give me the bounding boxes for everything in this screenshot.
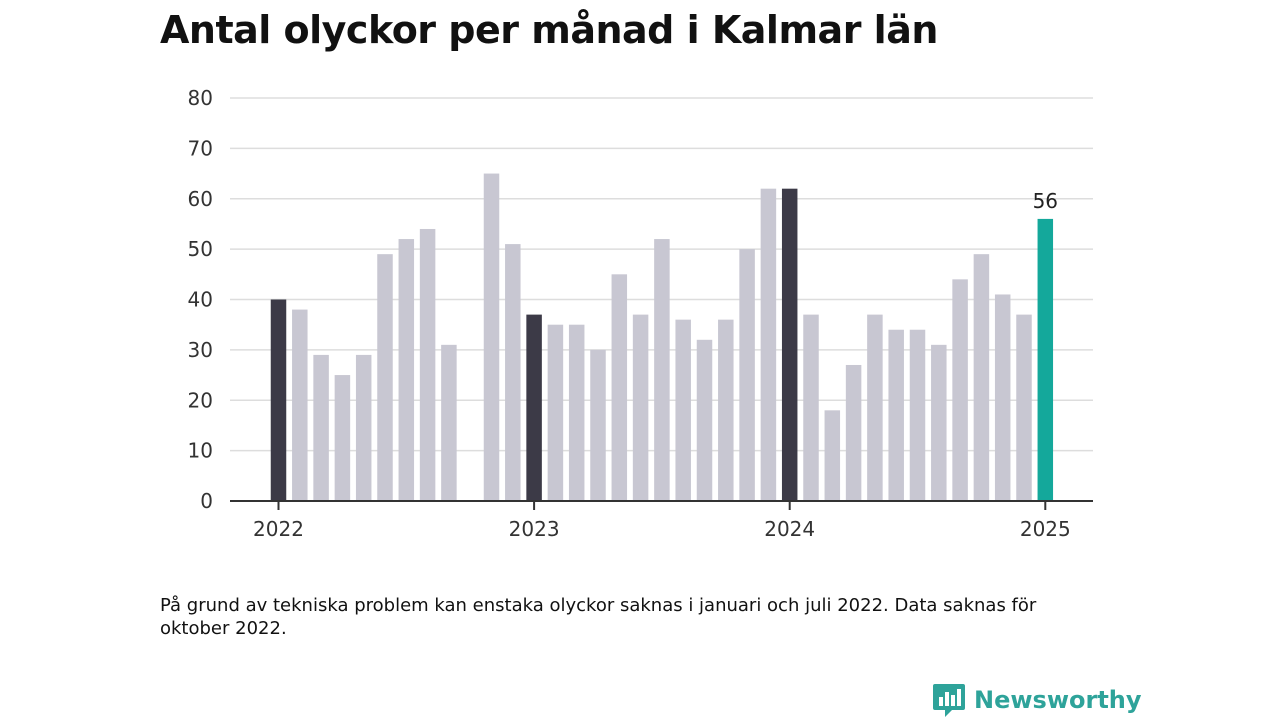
y-tick-label: 10 [188,439,213,463]
y-tick-label: 30 [188,338,213,362]
bar-2022-02 [292,309,308,501]
bar-2023-11 [739,249,755,502]
bar-2024-08 [931,344,947,501]
brand-logo[interactable]: Newsworthy [932,682,1142,718]
bar-2025-01 [1037,218,1054,501]
brand-name: Newsworthy [974,686,1142,714]
bar-2022-04 [334,375,351,501]
bar-2024-05 [867,314,883,501]
bar-2023-06 [632,314,649,501]
y-axis-ticks: 0 10 20 30 40 50 60 70 80 [188,86,213,513]
y-tick-label: 40 [188,288,213,312]
bar-2022-01 [270,299,287,501]
chart-title: Antal olyckor per månad i Kalmar län [160,8,938,52]
bar-2023-12 [760,188,777,501]
bar-chart: 0 10 20 30 40 50 60 70 80 2022 2023 2024 2025 56 [188,86,1093,541]
bar-2024-12 [1016,314,1032,501]
y-tick-label: 0 [200,489,213,513]
bar-2024-11 [994,294,1011,501]
bar-2022-07 [398,239,415,502]
y-tick-label: 80 [188,86,213,110]
x-tick-label: 2024 [764,517,815,541]
bar-2022-09 [441,344,457,501]
bar-2023-05 [611,274,628,501]
x-tick-label: 2022 [253,517,304,541]
bar-2022-06 [377,254,393,501]
x-axis-ticks: 2022 2023 2024 2025 [253,501,1071,541]
bar-2023-08 [675,319,691,501]
bar-2023-07 [654,239,670,502]
bar-2024-07 [909,329,926,501]
data-labels: 56 [1033,189,1058,213]
x-tick-label: 2025 [1020,517,1071,541]
bars [270,173,1054,502]
bar-2022-05 [355,354,372,501]
footnote: På grund av tekniska problem kan enstaka… [160,595,1037,639]
bar-2024-01 [781,188,798,501]
bar-2023-04 [590,349,606,502]
bar-2024-02 [803,314,819,501]
bar-2024-04 [845,364,862,501]
bar-2024-06 [888,329,904,501]
bar-2022-08 [419,228,436,501]
bar-2024-09 [952,279,968,501]
bar-2023-10 [718,319,734,501]
bar-2023-03 [568,324,585,501]
bar-2023-09 [696,339,713,501]
bar-2022-12 [505,244,521,501]
bar-2022-03 [313,354,329,501]
bar-2022-11 [483,173,500,501]
data-label-latest: 56 [1033,189,1058,213]
y-tick-label: 20 [188,388,213,412]
bar-2024-10 [973,254,990,501]
x-tick-label: 2023 [509,517,560,541]
newsworthy-logo-icon [933,684,965,717]
y-tick-label: 50 [188,237,213,261]
bar-2023-01 [526,314,542,501]
bar-2024-03 [824,410,841,501]
bar-2023-02 [547,324,564,501]
y-tick-label: 60 [188,187,213,211]
y-tick-label: 70 [188,136,213,160]
